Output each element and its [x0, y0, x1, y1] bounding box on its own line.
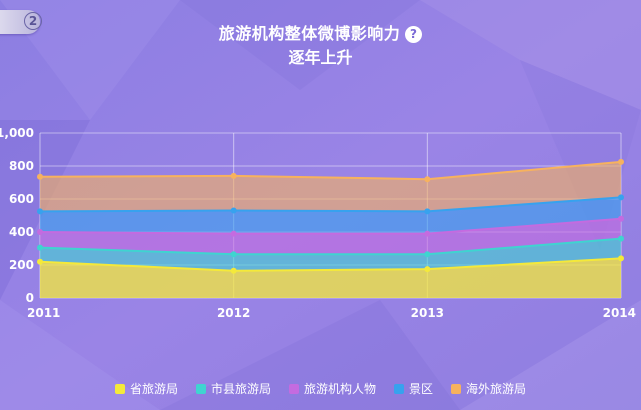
chart-title-row: 旅游机构整体微博影响力?	[0, 20, 641, 44]
data-point	[230, 251, 237, 258]
data-point	[37, 229, 43, 235]
data-point	[424, 176, 431, 183]
x-tick-label: 2013	[411, 306, 444, 320]
data-point	[37, 173, 43, 180]
data-point	[424, 230, 431, 237]
data-point	[618, 215, 624, 222]
section-number: 2	[24, 12, 42, 30]
legend-label: 海外旅游局	[466, 382, 527, 396]
data-point	[230, 267, 237, 274]
x-tick-label: 2012	[217, 306, 250, 320]
area-band	[40, 197, 621, 234]
chart-subtitle: 逐年上升	[288, 48, 353, 67]
data-point	[424, 266, 431, 273]
y-tick-label: 200	[9, 258, 34, 272]
data-point	[230, 230, 237, 237]
legend-label: 市县旅游局	[210, 382, 271, 396]
area-band	[40, 218, 621, 255]
legend-item[interactable]: 旅游机构人物	[288, 380, 376, 397]
series-line	[39, 160, 622, 181]
data-point	[37, 244, 43, 251]
chart-title: 旅游机构整体微博影响力	[218, 24, 401, 43]
area-band	[40, 161, 621, 212]
legend-item[interactable]: 景区	[394, 380, 433, 397]
data-point	[618, 194, 624, 201]
x-tick-label: 2014	[603, 306, 636, 320]
data-point	[618, 158, 624, 165]
data-point	[618, 235, 624, 242]
legend-item[interactable]: 省旅游局	[114, 380, 178, 397]
legend-swatch	[394, 383, 404, 394]
y-tick-label: 800	[9, 159, 34, 173]
series-line	[39, 257, 622, 272]
series-line	[39, 196, 622, 213]
y-tick-label: 0	[26, 291, 34, 305]
y-tick-label: 600	[9, 192, 34, 206]
legend-label: 省旅游局	[129, 382, 178, 396]
y-tick-label: 1,000	[0, 126, 34, 140]
legend-label: 景区	[409, 382, 434, 396]
data-point	[618, 255, 624, 262]
series-line	[39, 217, 622, 235]
legend-item[interactable]: 市县旅游局	[195, 380, 271, 397]
legend-swatch	[195, 383, 206, 394]
data-point	[424, 208, 431, 215]
data-point	[424, 251, 431, 258]
legend-swatch	[288, 383, 299, 394]
legend-item[interactable]: 海外旅游局	[451, 380, 526, 397]
area-band	[40, 258, 621, 298]
y-tick-label: 400	[9, 225, 34, 239]
legend-swatch	[451, 383, 462, 394]
data-point	[230, 172, 237, 179]
chart-legend: 省旅游局 市县旅游局 旅游机构人物 景区 海外旅游局	[0, 380, 641, 397]
data-point	[37, 208, 43, 215]
legend-label: 旅游机构人物	[303, 382, 376, 396]
help-icon[interactable]: ?	[405, 26, 423, 43]
data-point	[230, 207, 237, 214]
series-line	[39, 237, 622, 256]
legend-swatch	[114, 383, 125, 394]
x-tick-label: 2011	[27, 306, 60, 320]
data-point	[37, 258, 43, 265]
